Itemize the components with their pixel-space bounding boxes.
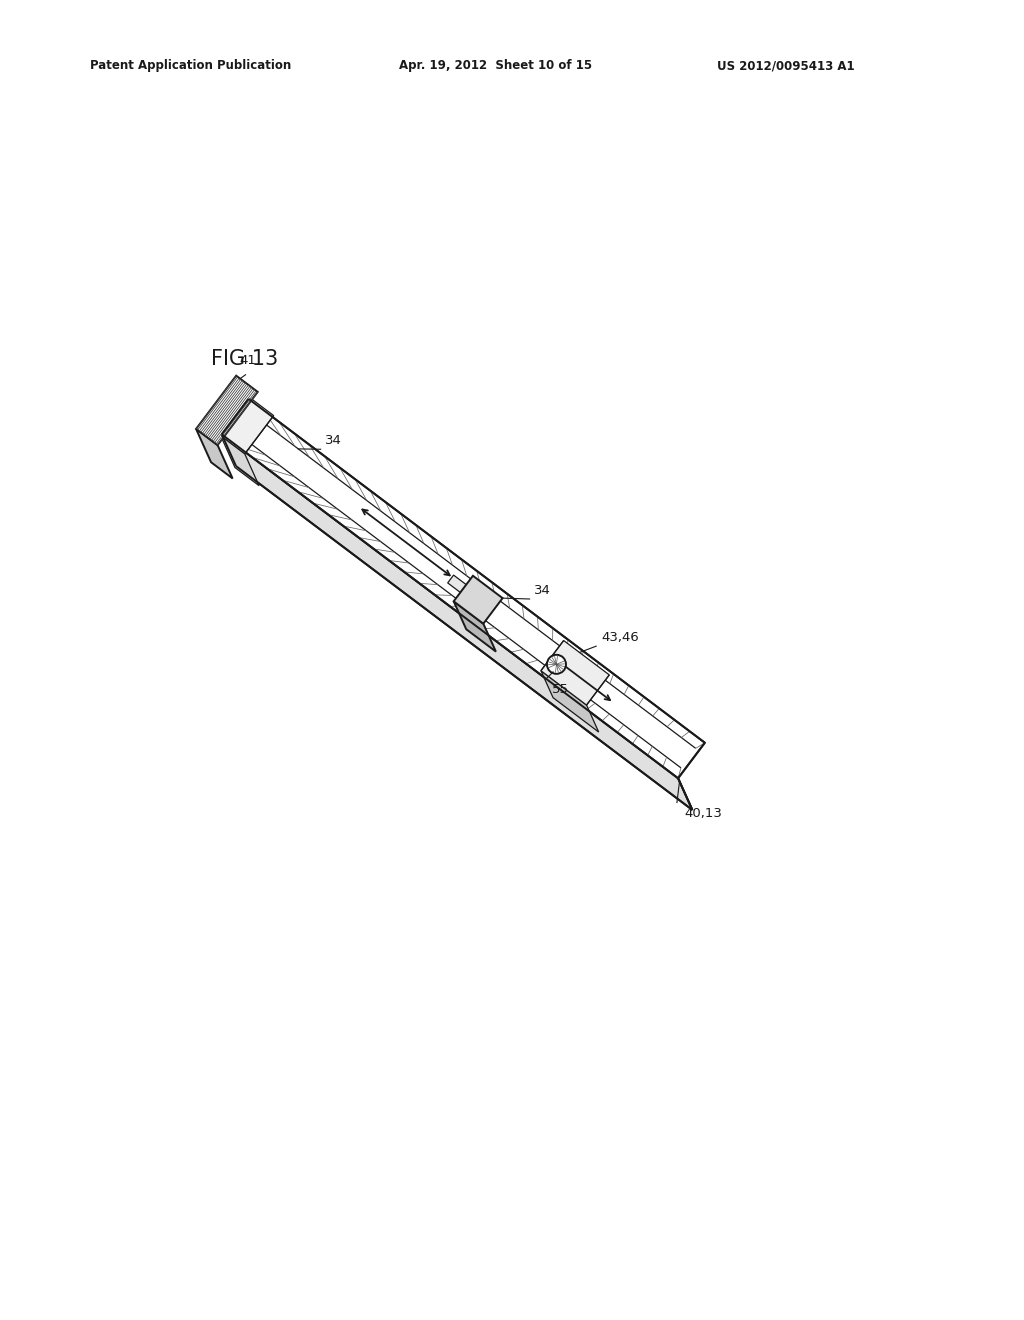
Text: Apr. 19, 2012  Sheet 10 of 15: Apr. 19, 2012 Sheet 10 of 15 — [399, 59, 593, 73]
Polygon shape — [454, 602, 496, 652]
Text: FIG 13: FIG 13 — [211, 350, 279, 370]
Text: 34: 34 — [325, 434, 341, 447]
Text: 34: 34 — [534, 583, 551, 597]
Text: 41: 41 — [240, 354, 256, 367]
Polygon shape — [222, 434, 692, 810]
Polygon shape — [541, 640, 609, 705]
Text: Patent Application Publication: Patent Application Publication — [90, 59, 292, 73]
Polygon shape — [222, 399, 705, 779]
Text: 40,13: 40,13 — [685, 808, 723, 820]
Polygon shape — [541, 671, 599, 733]
Text: US 2012/0095413 A1: US 2012/0095413 A1 — [717, 59, 854, 73]
Polygon shape — [221, 397, 273, 454]
Text: 43,46: 43,46 — [601, 631, 639, 644]
Polygon shape — [196, 376, 258, 445]
Polygon shape — [196, 429, 232, 478]
Polygon shape — [447, 576, 466, 593]
Circle shape — [547, 655, 566, 673]
Polygon shape — [221, 436, 259, 486]
Text: 55: 55 — [552, 682, 569, 696]
Polygon shape — [454, 576, 503, 623]
